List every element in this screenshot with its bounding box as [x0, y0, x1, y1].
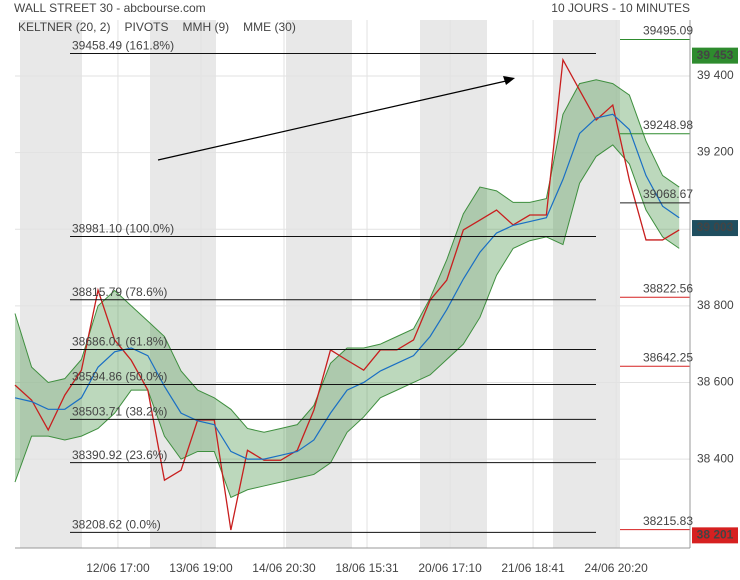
price-flag-label: 39 453 [697, 48, 734, 62]
fibonacci-label: 38594.86 (50.0%) [72, 370, 167, 384]
chart-subtitle: 10 JOURS - 10 MINUTES [551, 1, 690, 15]
price-flag [692, 47, 738, 64]
pivot-label: 39495.09 [643, 24, 693, 38]
y-tick-label: 38 600 [697, 375, 734, 389]
x-tick-label: 13/06 19:00 [169, 561, 233, 575]
x-tick-label: 12/06 17:00 [86, 561, 150, 575]
arrow-head [503, 76, 515, 85]
keltner-upper [14, 79, 680, 433]
pivot-label: 39068.67 [643, 187, 693, 201]
price-flag-label: 39 003 [697, 220, 734, 234]
pivot-label: 39248.98 [643, 118, 693, 132]
pivot-label: 38215.83 [643, 514, 693, 528]
keltner-lower [14, 144, 680, 499]
pivot-label: 38642.25 [643, 350, 693, 364]
price-flag-label: 38 201 [697, 528, 734, 542]
price-flag [692, 527, 738, 544]
x-tick-label: 21/06 18:41 [501, 561, 565, 575]
fibonacci-label: 38390.92 (23.6%) [72, 448, 167, 462]
session-band [420, 20, 487, 548]
legend-entry: MMH (9) [183, 20, 230, 34]
fibonacci-label: 38981.10 (100.0%) [72, 222, 174, 236]
pivot-label: 38822.56 [643, 281, 693, 295]
y-tick-label: 39 400 [697, 68, 734, 82]
chart-title: WALL STREET 30 - abcbourse.com [14, 1, 206, 15]
fibonacci-label: 38208.62 (0.0%) [72, 518, 161, 532]
y-tick-label: 39 200 [697, 145, 734, 159]
plot: 39458.49 (161.8%) 38981.10 (100.0%) 38815.… [14, 20, 690, 548]
session-band [286, 20, 352, 548]
x-tick-label: 20/06 17:10 [418, 561, 482, 575]
fibonacci-label: 38686.01 (61.8%) [72, 335, 167, 349]
price-flag [692, 220, 738, 237]
sessions [20, 20, 620, 548]
keltner-fill [15, 79, 680, 498]
x-tick-label: 24/06 20:20 [584, 561, 648, 575]
trend-arrow [157, 80, 507, 161]
y-tick-label: 38 800 [697, 298, 734, 312]
x-tick-label: 18/06 15:31 [335, 561, 399, 575]
fibonacci-label: 38815.79 (78.6%) [72, 285, 167, 299]
fibonacci-label: 39458.49 (161.8%) [72, 39, 174, 53]
x-tick-label: 14/06 20:30 [252, 561, 316, 575]
y-tick-label: 38 400 [697, 451, 734, 465]
legend-entry: MME (30) [243, 20, 296, 34]
series-line [14, 57, 680, 531]
fibonacci-label: 38503.71 (38.2%) [72, 405, 167, 419]
legend-entry: PIVOTS [124, 20, 168, 34]
legend-entry: KELTNER (20, 2) [18, 20, 110, 34]
session-band [20, 20, 82, 548]
